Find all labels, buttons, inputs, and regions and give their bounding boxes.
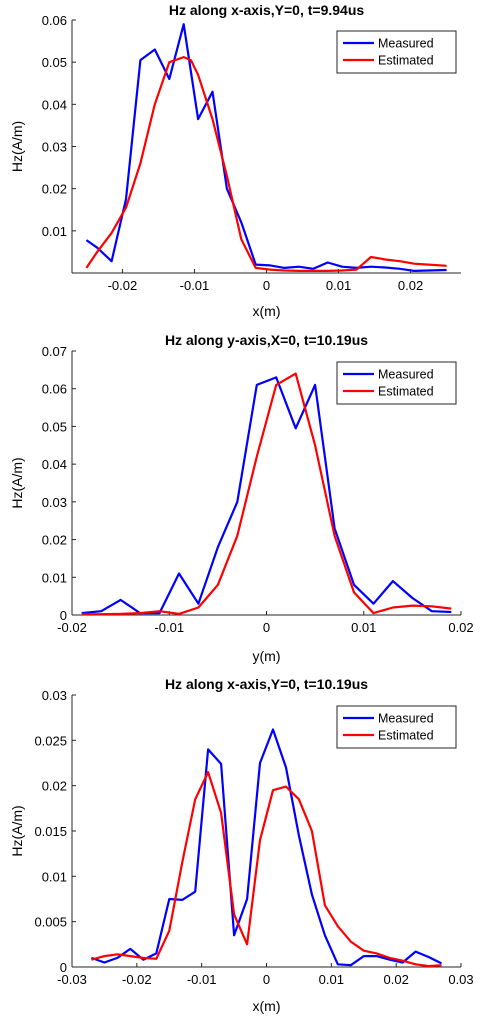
- x-tick-label: 0: [263, 278, 270, 293]
- x-tick-label: -0.02: [57, 620, 87, 635]
- y-tick-label: 0.06: [42, 13, 67, 28]
- legend-label: Measured: [378, 37, 434, 51]
- legend-label: Estimated: [378, 729, 434, 743]
- y-axis-label: Hz(A/m): [9, 457, 25, 508]
- x-tick-label: 0.02: [398, 278, 423, 293]
- legend: Measured Estimated: [336, 705, 457, 749]
- series-line-estimated: [91, 770, 442, 967]
- chart-title: Hz along y-axis,X=0, t=10.19us: [165, 332, 368, 348]
- x-tick-label: -0.03: [57, 972, 87, 987]
- y-tick-label: 0.03: [42, 495, 67, 510]
- x-tick-label: 0.01: [326, 278, 351, 293]
- legend-label: Estimated: [378, 54, 434, 68]
- legend-label: Estimated: [378, 385, 434, 399]
- x-tick-label: 0.02: [448, 620, 473, 635]
- x-tick-label: 0.01: [319, 972, 344, 987]
- series-line-estimated: [81, 372, 452, 615]
- x-tick-label: 0: [263, 620, 270, 635]
- x-tick-label: 0.02: [384, 972, 409, 987]
- y-tick-label: 0.06: [42, 382, 67, 397]
- legend-label: Measured: [378, 368, 434, 382]
- y-tick-label: 0.01: [42, 869, 67, 884]
- x-tick-label: -0.01: [180, 278, 210, 293]
- y-tick-label: 0.01: [42, 570, 67, 585]
- y-tick-label: 0: [60, 960, 67, 975]
- y-tick-label: 0.02: [42, 182, 67, 197]
- x-tick-label: -0.01: [187, 972, 217, 987]
- chart-title: Hz along x-axis,Y=0, t=10.19us: [165, 676, 368, 692]
- y-tick-label: 0.05: [42, 419, 67, 434]
- chart-3: Hz along x-axis,Y=0, t=10.19us -0.03 -0.02…: [9, 676, 474, 1014]
- y-tick-label: 0.01: [42, 224, 67, 239]
- y-tick-label: 0.02: [42, 533, 67, 548]
- legend-box: [336, 705, 457, 749]
- legend-box: [336, 361, 457, 405]
- series-line-estimated: [85, 55, 447, 272]
- x-axis-label: x(m): [253, 303, 281, 319]
- series-line-measured: [91, 728, 442, 967]
- y-tick-label: 0.025: [34, 733, 67, 748]
- x-axis-label: x(m): [253, 998, 281, 1014]
- y-axis-label: Hz(A/m): [9, 805, 25, 856]
- chart-title: Hz along x-axis,Y=0, t=9.94us: [169, 2, 365, 18]
- series-line-measured: [81, 376, 452, 615]
- x-tick-label: 0.03: [448, 972, 473, 987]
- y-tick-label: 0.03: [42, 140, 67, 155]
- y-tick-label: 0.04: [42, 97, 67, 112]
- series-line-measured: [85, 23, 447, 272]
- x-tick-label: -0.01: [154, 620, 184, 635]
- y-tick-label: 0.015: [34, 824, 67, 839]
- legend-box: [336, 30, 457, 74]
- x-axis-label: y(m): [253, 648, 281, 664]
- y-tick-label: 0.03: [42, 688, 67, 703]
- y-tick-label: 0.005: [34, 915, 67, 930]
- legend: Measured Estimated: [336, 30, 457, 74]
- legend: Measured Estimated: [336, 361, 457, 405]
- y-tick-label: 0.07: [42, 344, 67, 359]
- x-tick-label: 0: [263, 972, 270, 987]
- y-tick-label: 0.02: [42, 779, 67, 794]
- x-tick-label: -0.02: [108, 278, 138, 293]
- legend-label: Measured: [378, 712, 434, 726]
- y-tick-label: 0: [60, 608, 67, 623]
- y-tick-label: 0.04: [42, 457, 67, 472]
- chart-1: Hz along x-axis,Y=0, t=9.94us -0.02 -0.01 0…: [9, 2, 461, 319]
- x-tick-label: 0.01: [351, 620, 376, 635]
- chart-2: Hz along y-axis,X=0, t=10.19us -0.02 -0.01…: [9, 332, 474, 664]
- y-axis-label: Hz(A/m): [9, 121, 25, 172]
- y-tick-label: 0.05: [42, 55, 67, 70]
- x-tick-label: -0.02: [122, 972, 152, 987]
